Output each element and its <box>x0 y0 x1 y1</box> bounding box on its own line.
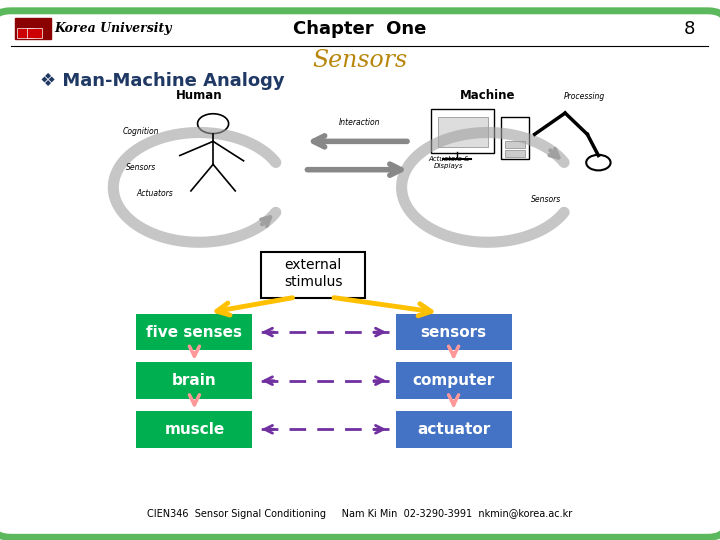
Text: five senses: five senses <box>146 325 243 340</box>
Text: Chapter  One: Chapter One <box>293 19 427 38</box>
Text: Processing: Processing <box>564 92 605 101</box>
FancyBboxPatch shape <box>27 28 42 38</box>
Text: Sensors: Sensors <box>312 49 408 72</box>
Text: computer: computer <box>413 373 495 388</box>
Text: Korea University: Korea University <box>54 22 171 35</box>
Bar <box>505 141 525 149</box>
FancyBboxPatch shape <box>0 11 720 537</box>
Text: Cognition: Cognition <box>123 127 159 136</box>
Text: sensors: sensors <box>420 325 487 340</box>
FancyBboxPatch shape <box>261 252 366 298</box>
Bar <box>501 117 529 159</box>
Bar <box>505 150 525 157</box>
Text: external
stimulus: external stimulus <box>284 258 343 289</box>
FancyBboxPatch shape <box>15 18 51 39</box>
Text: muscle: muscle <box>164 422 225 437</box>
Text: Actuators: Actuators <box>137 189 174 198</box>
Text: 8: 8 <box>683 19 695 38</box>
FancyBboxPatch shape <box>396 362 511 399</box>
Text: Machine: Machine <box>460 89 516 102</box>
Text: actuator: actuator <box>417 422 490 437</box>
FancyBboxPatch shape <box>396 411 511 448</box>
Text: Sensors: Sensors <box>126 163 156 172</box>
Text: Actuators &
Displays: Actuators & Displays <box>428 156 469 169</box>
Text: Sensors: Sensors <box>531 194 561 204</box>
Text: Human: Human <box>176 89 222 102</box>
Text: Interaction: Interaction <box>339 118 381 127</box>
Text: ❖ Man-Machine Analogy: ❖ Man-Machine Analogy <box>40 72 284 90</box>
Text: brain: brain <box>172 373 217 388</box>
Text: CIEN346  Sensor Signal Conditioning     Nam Ki Min  02-3290-3991  nkmin@korea.ac: CIEN346 Sensor Signal Conditioning Nam K… <box>148 509 572 519</box>
FancyBboxPatch shape <box>137 314 253 350</box>
Bar <box>438 117 487 147</box>
FancyBboxPatch shape <box>431 109 494 153</box>
FancyBboxPatch shape <box>396 314 511 350</box>
FancyBboxPatch shape <box>137 362 253 399</box>
FancyBboxPatch shape <box>17 28 33 38</box>
FancyBboxPatch shape <box>137 411 253 448</box>
